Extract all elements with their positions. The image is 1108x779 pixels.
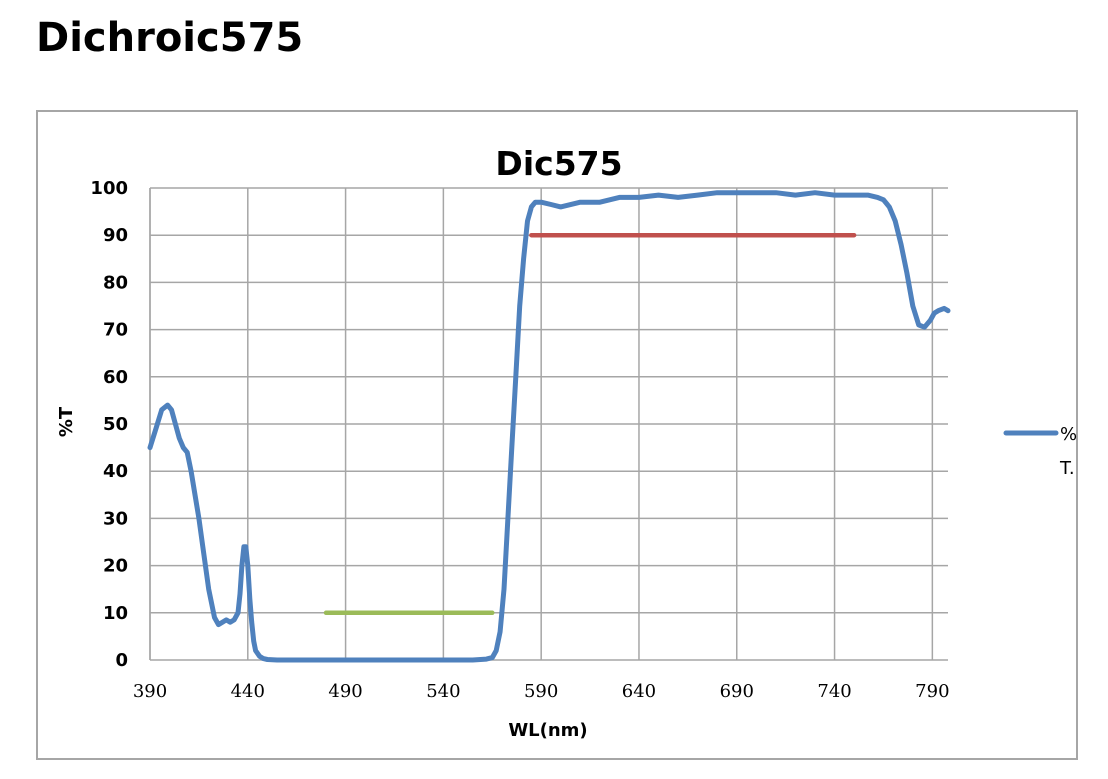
y-axis-ticks: 0 10 20 30 40 50 60 70 80 90 100	[90, 178, 128, 671]
x-tick-label: 490	[328, 681, 362, 702]
y-tick-label: 50	[103, 414, 128, 435]
y-tick-label: 100	[90, 178, 128, 199]
y-tick-label: 10	[103, 603, 128, 624]
series-line-transmission	[147, 190, 951, 663]
series-layer	[147, 190, 951, 663]
y-axis-label: %T	[56, 406, 77, 437]
y-tick-label: 20	[103, 556, 128, 577]
x-axis-label: WL(nm)	[508, 720, 587, 741]
x-tick-label: 390	[133, 681, 167, 702]
y-tick-label: 40	[103, 461, 128, 482]
x-tick-label: 440	[231, 681, 265, 702]
legend-label: T.	[1059, 458, 1075, 479]
y-tick-label: 90	[103, 225, 128, 246]
grid	[149, 187, 948, 661]
chart-title: Dic575	[495, 144, 622, 183]
page-title: Dichroic575	[36, 15, 304, 61]
legend: % T.	[1003, 424, 1077, 479]
x-tick-label: 740	[817, 681, 851, 702]
x-tick-label: 640	[622, 681, 656, 702]
chart-frame: Dic575 0 10 20 30 40 50 60 70 80 90 100 390 440 490 5…	[36, 110, 1078, 760]
y-tick-label: 80	[103, 272, 128, 293]
legend-label: %	[1060, 424, 1077, 445]
x-axis-ticks: 390 440 490 540 590 640 690 740 790	[133, 681, 950, 702]
y-tick-label: 60	[103, 367, 128, 388]
x-tick-label: 690	[720, 681, 754, 702]
x-tick-label: 540	[426, 681, 460, 702]
y-tick-label: 0	[115, 650, 128, 671]
x-tick-label: 790	[915, 681, 949, 702]
chart-plot: Dic575 0 10 20 30 40 50 60 70 80 90 100 390 440 490 5…	[56, 144, 1077, 741]
y-tick-label: 30	[103, 508, 128, 529]
x-tick-label: 590	[524, 681, 558, 702]
y-tick-label: 70	[103, 320, 128, 341]
